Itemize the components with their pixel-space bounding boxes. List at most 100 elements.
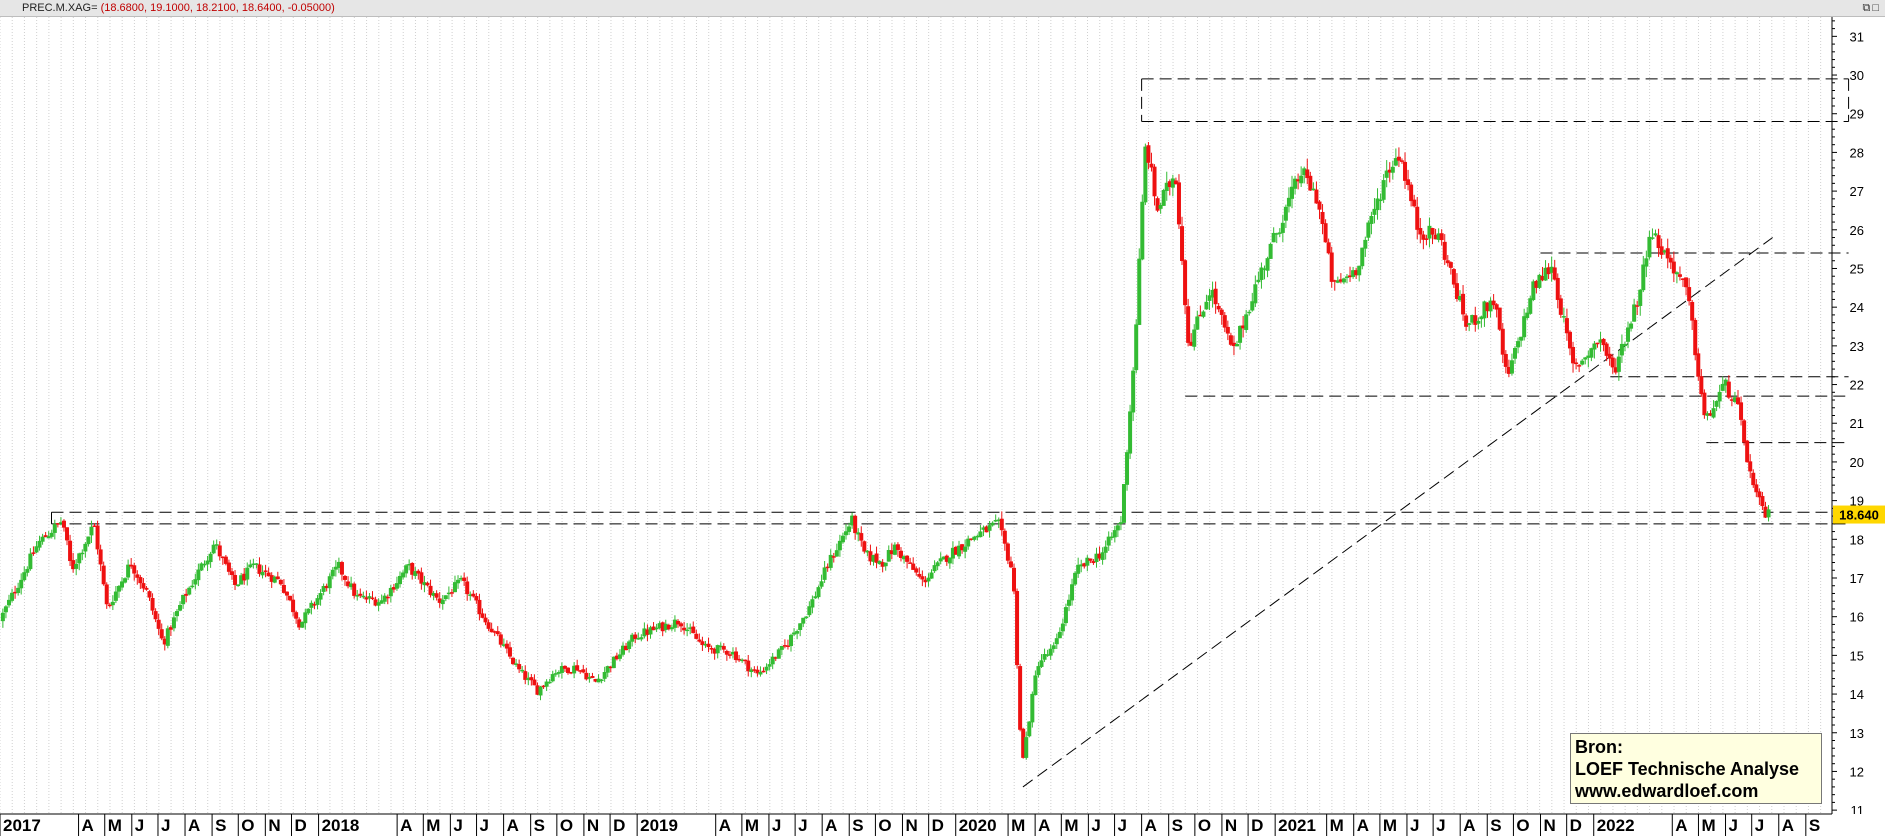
candle-body xyxy=(1558,298,1563,315)
candle-body xyxy=(1519,336,1524,341)
x-tick-label: O xyxy=(1198,816,1211,835)
candle-body xyxy=(226,562,231,572)
candle-body xyxy=(1192,329,1197,347)
candle-body xyxy=(150,597,155,611)
candle-body xyxy=(379,600,384,604)
candle-body xyxy=(898,550,903,559)
candle-body xyxy=(1210,289,1215,298)
x-tick-label: M xyxy=(1330,816,1344,835)
y-tick-label: 15 xyxy=(1850,648,1864,663)
candle-body xyxy=(1415,206,1420,230)
candle-body xyxy=(184,593,189,596)
x-tick-label: J xyxy=(161,816,170,835)
candle-body xyxy=(764,666,769,671)
candle-body xyxy=(559,666,564,673)
candle-body xyxy=(596,678,601,683)
candle-body xyxy=(1033,675,1038,696)
candle-body xyxy=(1326,242,1331,254)
candle-body xyxy=(645,629,650,635)
candle-body xyxy=(446,592,451,595)
candle-body xyxy=(990,522,995,526)
candle-body xyxy=(663,623,668,630)
candle-body xyxy=(1228,335,1233,345)
candle-body xyxy=(1161,190,1166,206)
candle-body xyxy=(336,561,341,568)
candle-body xyxy=(437,598,442,603)
candle-body xyxy=(761,670,766,673)
candle-body xyxy=(1299,175,1304,184)
candle-body xyxy=(1253,284,1258,304)
candle-body xyxy=(202,563,207,566)
candle-body xyxy=(569,671,574,674)
candle-body xyxy=(1525,312,1530,319)
candle-body xyxy=(321,586,326,592)
candle-body xyxy=(749,669,754,673)
candle-body xyxy=(324,585,329,589)
candle-body xyxy=(291,599,296,613)
candle-body xyxy=(636,638,641,640)
candle-body xyxy=(1204,301,1209,310)
candle-body xyxy=(52,523,57,533)
candle-body xyxy=(214,544,219,546)
candle-body xyxy=(251,563,256,566)
source-label: Bron: xyxy=(1575,737,1623,757)
maximize-icon[interactable]: □ xyxy=(1872,2,1881,14)
candle-body xyxy=(532,679,537,686)
x-tick-label: N xyxy=(1225,816,1237,835)
x-tick-label: A xyxy=(507,816,519,835)
candle-body xyxy=(947,557,952,564)
candle-body xyxy=(1183,260,1188,306)
candle-body xyxy=(892,544,897,555)
candle-body xyxy=(1464,315,1469,327)
candle-body xyxy=(1540,276,1545,281)
x-tick-label: J xyxy=(453,816,462,835)
candle-body xyxy=(755,669,760,674)
trendline-line[interactable] xyxy=(1022,237,1773,788)
candle-body xyxy=(1546,267,1551,275)
candle-body xyxy=(483,617,488,623)
candle-body xyxy=(1088,558,1093,561)
candle-body xyxy=(1109,536,1114,539)
x-tick-label: J xyxy=(772,816,781,835)
window-buttons[interactable]: ⧉□ xyxy=(1862,2,1881,15)
candle-body xyxy=(413,571,418,576)
y-tick-label: 21 xyxy=(1850,416,1864,431)
candle-body xyxy=(1051,645,1056,650)
candle-body xyxy=(730,651,735,655)
candle-body xyxy=(327,576,332,589)
x-tick-label: O xyxy=(560,816,573,835)
candle-body xyxy=(672,619,677,628)
candle-body xyxy=(205,560,210,565)
candle-body xyxy=(724,650,729,655)
candle-body xyxy=(382,595,387,602)
candle-body xyxy=(871,555,876,562)
candle-body xyxy=(1100,552,1105,560)
restore-icon[interactable]: ⧉ xyxy=(1862,2,1873,14)
y-tick-label: 13 xyxy=(1850,726,1864,741)
candle-body xyxy=(1696,353,1701,377)
candle-body xyxy=(349,583,354,588)
y-tick-label: 19 xyxy=(1850,494,1864,509)
candle-body xyxy=(385,596,390,599)
candle-body xyxy=(1268,243,1273,259)
candle-body xyxy=(1726,381,1731,398)
candle-body xyxy=(1363,239,1368,249)
candle-body xyxy=(165,628,170,646)
candle-body xyxy=(220,556,225,559)
candle-body xyxy=(504,643,509,649)
candle-body xyxy=(315,598,320,605)
candle-body xyxy=(526,677,531,681)
plot-area xyxy=(0,17,1832,814)
ohlc-values: (18.6800, 19.1000, 18.2100, 18.6400, -0.… xyxy=(100,2,335,14)
candle-body xyxy=(804,616,809,619)
candle-body xyxy=(523,671,528,680)
candle-body xyxy=(1476,320,1481,324)
candle-body xyxy=(1399,160,1404,162)
candle-body xyxy=(1387,169,1392,173)
candle-body xyxy=(1225,326,1230,334)
x-tick-label: A xyxy=(188,816,200,835)
candle-body xyxy=(941,556,946,560)
candle-body xyxy=(795,631,800,634)
candle-body xyxy=(1705,413,1710,416)
